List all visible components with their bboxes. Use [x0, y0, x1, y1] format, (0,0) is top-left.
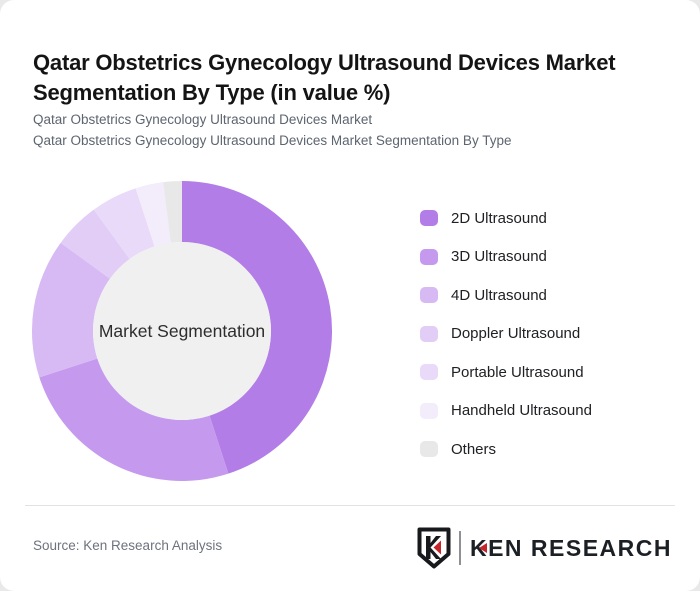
donut-segment-3d-ultrasound[interactable] — [39, 358, 229, 482]
legend-label: Others — [451, 440, 497, 458]
legend-item-portable-ultrasound[interactable]: Portable Ultrasound — [420, 353, 592, 392]
chart-subtitles: Qatar Obstetrics Gynecology Ultrasound D… — [33, 109, 653, 151]
ken-research-logo[interactable]: K EN RESEARCH — [416, 527, 672, 569]
legend-swatch-icon — [420, 287, 438, 304]
legend-item-others[interactable]: Others — [420, 430, 592, 469]
legend-swatch-icon — [420, 402, 438, 419]
logo-wordmark-rest: EN RESEARCH — [488, 534, 672, 561]
donut-segment-doppler-ultrasound[interactable] — [60, 209, 130, 279]
legend-swatch-icon — [420, 210, 438, 227]
legend-swatch-icon — [420, 325, 438, 342]
legend-item-handheld-ultrasound[interactable]: Handheld Ultrasound — [420, 392, 592, 431]
legend-swatch-icon — [420, 248, 438, 265]
subtitle-line-2: Qatar Obstetrics Gynecology Ultrasound D… — [33, 133, 512, 148]
donut-segment-handheld-ultrasound[interactable] — [135, 182, 171, 247]
legend-label: Portable Ultrasound — [451, 363, 584, 381]
legend-label: Doppler Ultrasound — [451, 325, 581, 343]
legend-item-4d-ultrasound[interactable]: 4D Ultrasound — [420, 276, 592, 315]
legend-swatch-icon — [420, 441, 438, 458]
source-text: Source: Ken Research Analysis — [33, 538, 223, 553]
donut-segment-others[interactable] — [163, 181, 182, 243]
logo-wordmark: K EN RESEARCH — [470, 535, 672, 562]
logo-wordmark-k: K — [469, 534, 489, 561]
ken-research-badge-icon — [417, 527, 451, 569]
donut-hole — [93, 242, 271, 420]
donut-segment-portable-ultrasound[interactable] — [93, 188, 155, 259]
legend-label: 4D Ultrasound — [451, 286, 547, 304]
footer-divider — [25, 505, 675, 506]
logo-separator — [458, 531, 461, 565]
donut-segment-4d-ultrasound[interactable] — [32, 242, 110, 378]
donut-svg — [32, 181, 332, 481]
legend-item-doppler-ultrasound[interactable]: Doppler Ultrasound — [420, 315, 592, 354]
legend-label: 2D Ultrasound — [451, 209, 547, 227]
donut-chart: Market Segmentation — [32, 181, 332, 481]
subtitle-line-1: Qatar Obstetrics Gynecology Ultrasound D… — [33, 112, 373, 127]
donut-segment-2d-ultrasound[interactable] — [182, 181, 332, 474]
legend-label: 3D Ultrasound — [451, 248, 547, 266]
legend-item-3d-ultrasound[interactable]: 3D Ultrasound — [420, 238, 592, 277]
red-triangle-icon — [478, 542, 487, 553]
chart-legend: 2D Ultrasound 3D Ultrasound 4D Ultrasoun… — [420, 199, 592, 469]
legend-swatch-icon — [420, 364, 438, 381]
legend-label: Handheld Ultrasound — [451, 402, 592, 420]
legend-item-2d-ultrasound[interactable]: 2D Ultrasound — [420, 199, 592, 238]
page-title: Qatar Obstetrics Gynecology Ultrasound D… — [33, 49, 616, 105]
